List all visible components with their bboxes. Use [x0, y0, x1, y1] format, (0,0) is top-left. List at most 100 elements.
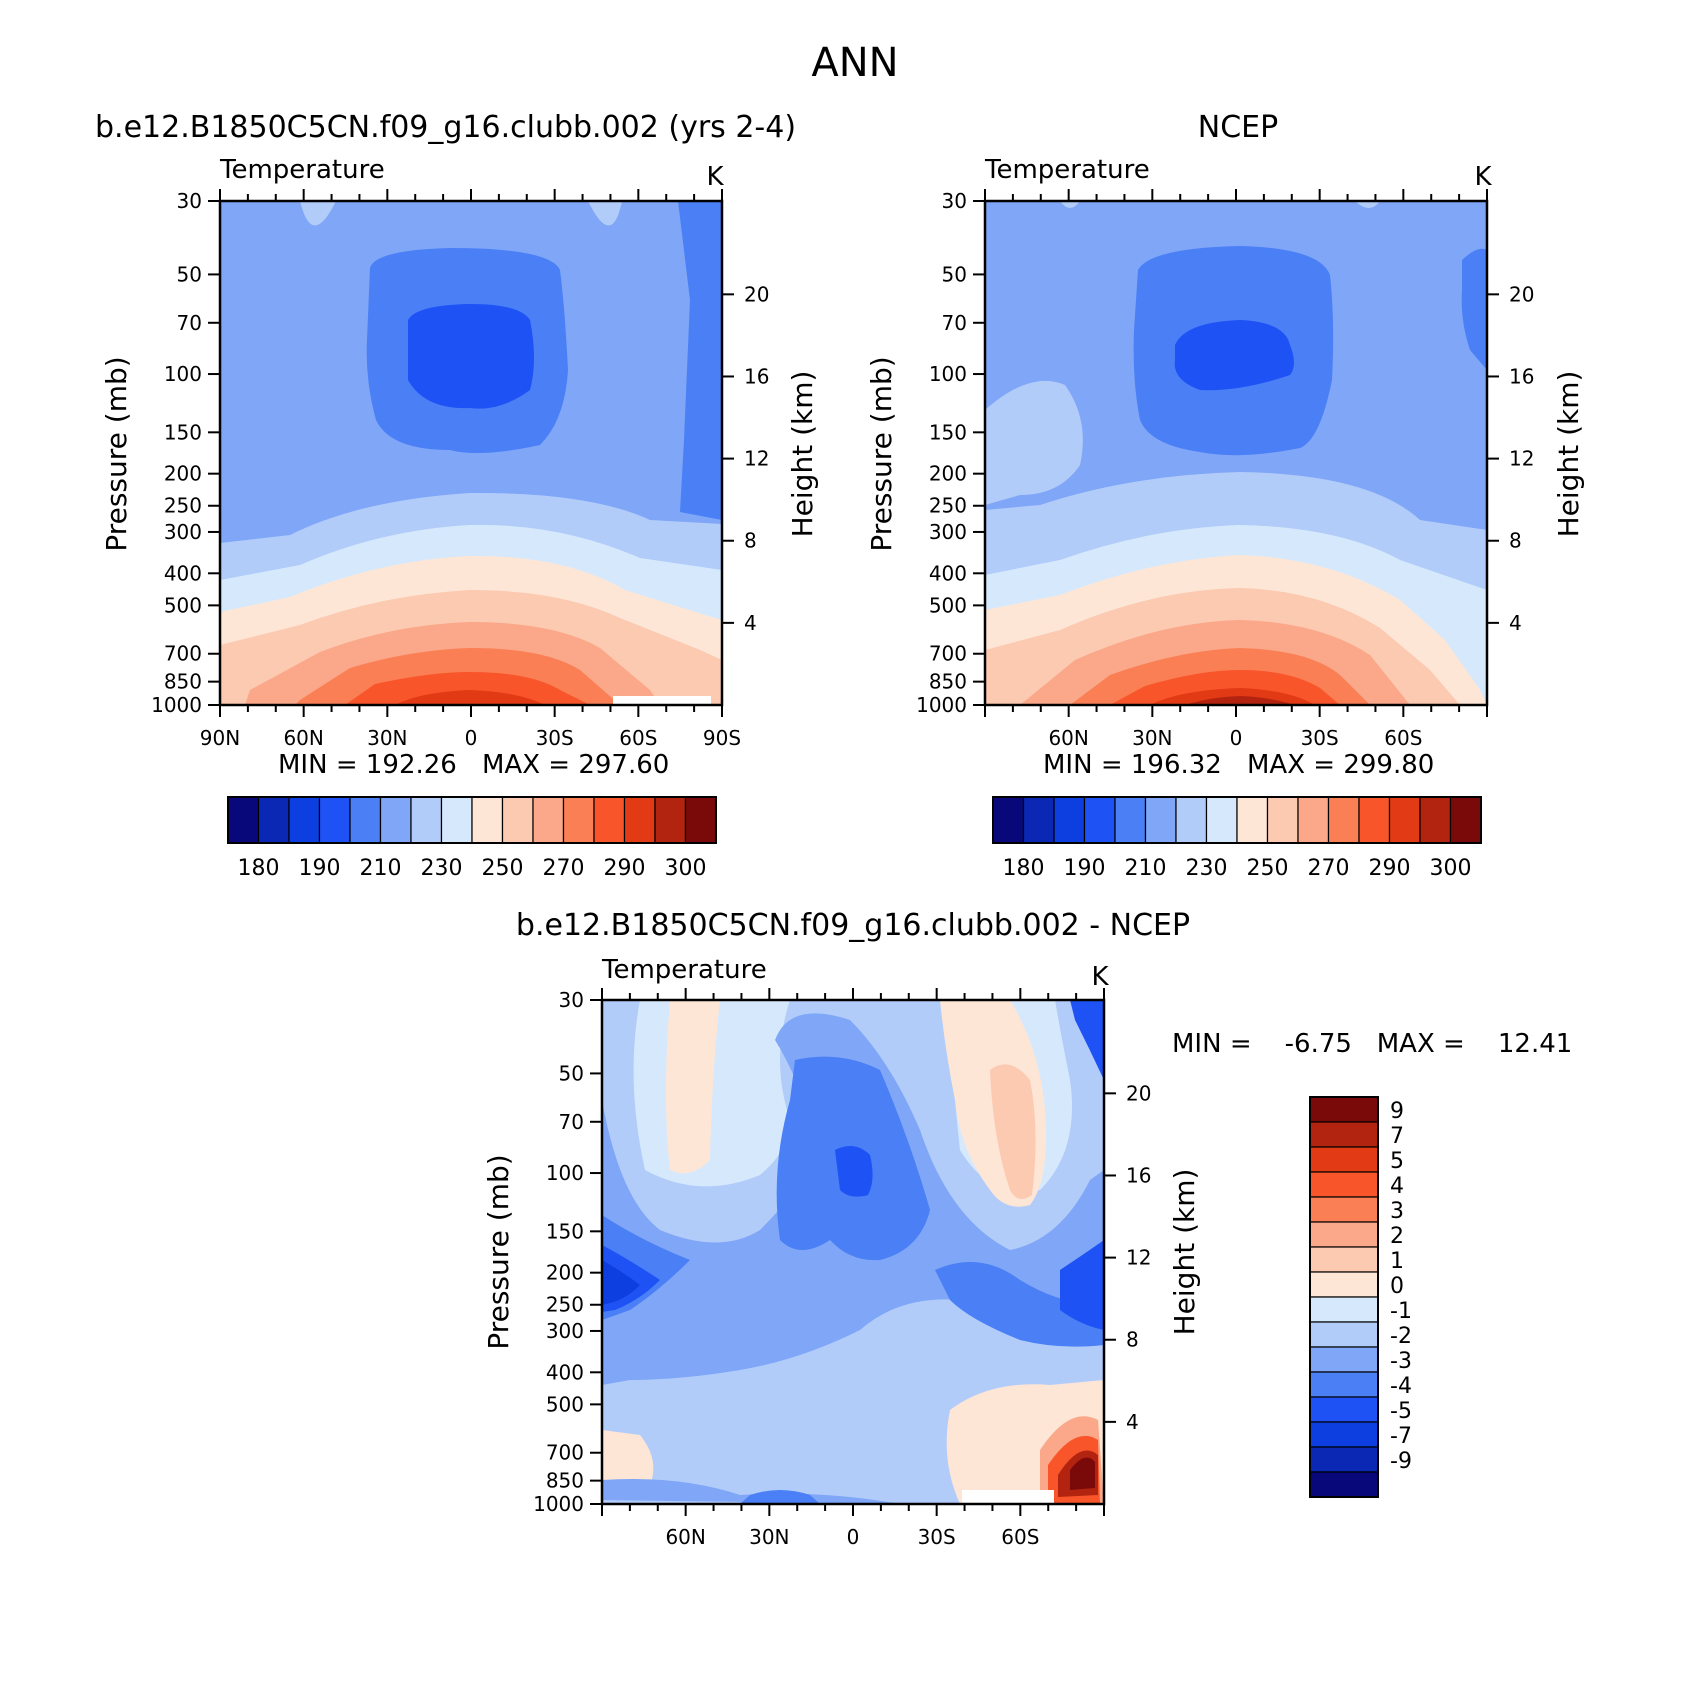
colorbar-swatch — [1175, 796, 1208, 844]
panel-model-x-axis: 90N 60N 30N 0 30S 60S 90S — [200, 189, 741, 750]
height-tick-label: 20 — [1509, 282, 1534, 306]
model-band-230a — [300, 201, 336, 226]
pressure-tick-label: 100 — [929, 362, 967, 386]
panel-obs-ylabel-left: Pressure (mb) — [865, 356, 898, 551]
pressure-tick-label: 500 — [929, 593, 967, 617]
height-tick-label: 12 — [744, 447, 769, 471]
colorbar-label: -9 — [1390, 1449, 1412, 1474]
obs-band-210-east — [1461, 248, 1487, 370]
panel-obs-title: NCEP — [1198, 110, 1278, 145]
panel-obs-max-label: MAX = 299.80 — [1247, 750, 1434, 780]
colorbar-swatch — [1309, 1271, 1379, 1298]
colorbar-label: 210 — [360, 856, 402, 881]
x-tick-label: 90N — [200, 726, 240, 750]
height-tick-label: 12 — [1126, 1246, 1151, 1270]
pressure-tick-label: 200 — [164, 462, 202, 486]
pressure-tick-label: 200 — [546, 1261, 584, 1285]
pressure-tick-label: 1000 — [151, 693, 202, 717]
x-tick-label: 60S — [1384, 726, 1422, 750]
model-missing-data — [613, 696, 711, 705]
diff-band-minus5-stratosphere-east — [1070, 1000, 1104, 1080]
panel-model-min-label: MIN = 192.26 — [278, 750, 457, 780]
panel-model-contour-field — [220, 201, 722, 705]
pressure-tick-label: 50 — [177, 262, 202, 286]
height-tick-label: 8 — [744, 529, 757, 553]
colorbar-swatch — [1205, 796, 1238, 844]
colorbar-swatch — [1309, 1246, 1379, 1273]
colorbar-label: 250 — [482, 856, 524, 881]
panel-diff-contour-field — [602, 1000, 1104, 1504]
colorbar-label: 180 — [238, 856, 280, 881]
colorbar-swatch — [654, 796, 687, 844]
model-band-230b — [588, 201, 622, 226]
colorbar-swatch — [532, 796, 565, 844]
colorbar-label: -7 — [1390, 1424, 1412, 1449]
panel-obs-x-axis: 60N 30N 0 30S 60S — [984, 189, 1488, 750]
colorbar-swatch — [288, 796, 321, 844]
panel-model-height-axis: 20 16 12 8 4 — [722, 282, 769, 635]
panel-diff-title: b.e12.B1850C5CN.f09_g16.clubb.002 - NCEP — [516, 908, 1190, 943]
pressure-tick-label: 50 — [559, 1061, 584, 1085]
pressure-tick-label: 300 — [164, 520, 202, 544]
diff-band-minus3-surface — [740, 1490, 820, 1504]
diff-band-plus2-east — [990, 1064, 1036, 1199]
panel-model-max-label: MAX = 297.60 — [482, 750, 669, 780]
colorbar-swatch — [1309, 1196, 1379, 1223]
colorbar-frame — [992, 796, 1482, 844]
colorbar-swatch — [501, 796, 534, 844]
panel-obs-colorbar: 180 190 210 230 250 270 290 300 — [992, 796, 1482, 881]
panel-diff-ylabel-left: Pressure (mb) — [482, 1154, 515, 1349]
x-tick-label: 30N — [367, 726, 407, 750]
height-tick-label: 8 — [1509, 529, 1522, 553]
colorbar-swatch — [318, 796, 351, 844]
colorbar-swatch — [1114, 796, 1147, 844]
colorbar-frame — [227, 796, 717, 844]
diff-band-minus2-surface — [602, 1479, 900, 1504]
obs-band-230b — [1355, 201, 1380, 208]
panel-model-title: b.e12.B1850C5CN.f09_g16.clubb.002 (yrs 2… — [95, 110, 796, 145]
colorbar-swatch — [410, 796, 443, 844]
pressure-tick-label: 1000 — [916, 693, 967, 717]
height-tick-label: 16 — [1509, 364, 1534, 388]
panel-obs-height-axis: 20 16 12 8 4 — [1487, 282, 1534, 635]
panel-obs-contour-field — [985, 201, 1487, 705]
x-tick-label: 30S — [536, 726, 574, 750]
x-tick-label: 0 — [1230, 726, 1243, 750]
colorbar-swatch — [1419, 796, 1452, 844]
colorbar-label: 4 — [1390, 1174, 1404, 1199]
height-tick-label: 4 — [744, 611, 757, 635]
colorbar-swatch — [1309, 1221, 1379, 1248]
colorbar-swatch — [471, 796, 504, 844]
colorbar-swatch — [1449, 796, 1482, 844]
obs-band-230-west — [985, 380, 1083, 505]
pressure-tick-label: 150 — [546, 1219, 584, 1243]
colorbar-swatch — [1083, 796, 1116, 844]
colorbar-label: 5 — [1390, 1149, 1404, 1174]
colorbar-label: 290 — [1369, 856, 1411, 881]
height-tick-label: 4 — [1126, 1410, 1139, 1434]
colorbar-label: -3 — [1390, 1349, 1412, 1374]
colorbar-label: 270 — [1308, 856, 1350, 881]
diff-band-minus7-west-tropopause — [602, 1260, 640, 1305]
pressure-tick-label: 200 — [929, 462, 967, 486]
colorbar-swatch — [1053, 796, 1086, 844]
diff-band-minus4-tropo — [835, 1146, 873, 1197]
panel-diff-variable-label: Temperature — [601, 955, 767, 985]
panel-diff-x-axis: 60N 30N 0 30S 60S — [601, 988, 1105, 1549]
pressure-tick-label: 700 — [164, 642, 202, 666]
model-band-200-tropo — [408, 304, 534, 409]
pressure-tick-label: 850 — [546, 1469, 584, 1493]
colorbar-swatch — [1236, 796, 1269, 844]
colorbar-swatch — [1266, 796, 1299, 844]
pressure-tick-label: 1000 — [533, 1492, 584, 1516]
colorbar-swatch — [1309, 1396, 1379, 1423]
colorbar-swatch — [1144, 796, 1177, 844]
colorbar-swatch — [1309, 1171, 1379, 1198]
colorbar-label: 230 — [421, 856, 463, 881]
colorbar-swatch — [1358, 796, 1391, 844]
model-band-290-layer — [345, 672, 590, 705]
pressure-tick-label: 250 — [164, 494, 202, 518]
colorbar-swatch — [227, 796, 260, 844]
x-tick-label: 60S — [1001, 1525, 1039, 1549]
